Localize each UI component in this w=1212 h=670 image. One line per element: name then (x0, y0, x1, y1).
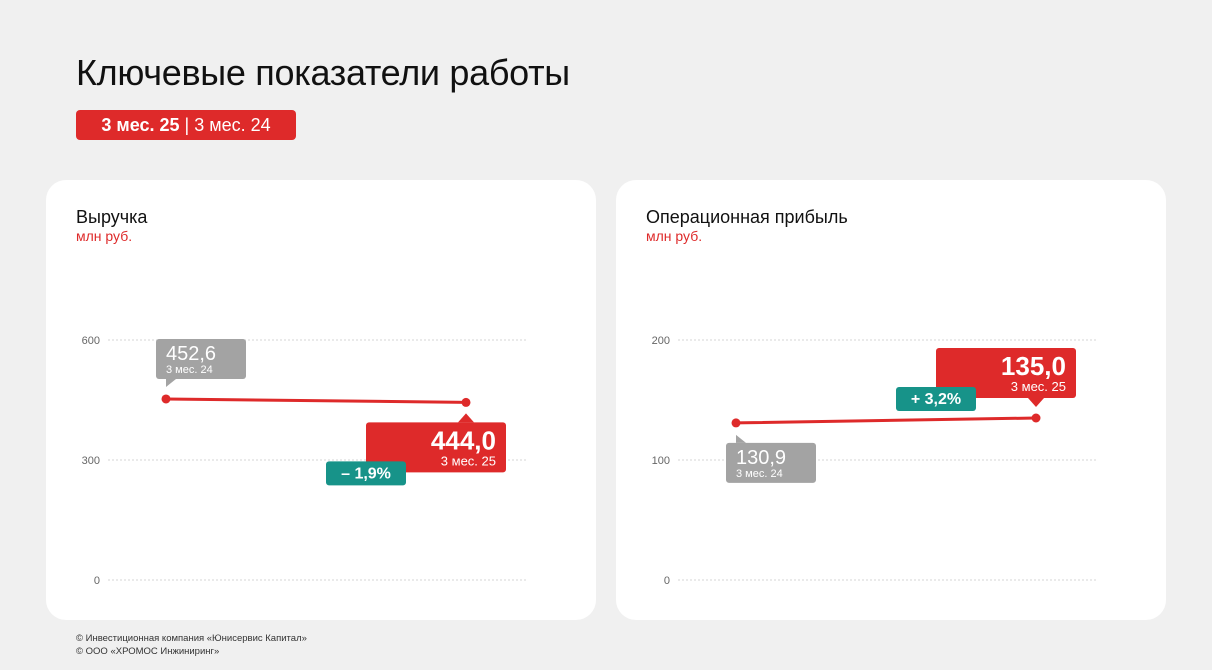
y-tick-label: 0 (664, 575, 670, 587)
callout-current: 444,03 мес. 25 (366, 413, 506, 473)
data-point (461, 397, 471, 407)
callout-pointer (166, 378, 176, 387)
revenue-card: Выручка млн руб. 0 300 600 452,6 3 мес. 24 44… (46, 180, 596, 620)
footer-copyright-2: © ООО «ХРОМОС Инжиниринг» (76, 646, 220, 657)
y-tick-label: 100 (652, 455, 670, 467)
data-label-period: 3 мес. 24 (736, 468, 783, 480)
data-label-period: 3 мес. 25 (441, 453, 496, 468)
data-label-value: 452,6 (166, 343, 216, 365)
data-label-period: 3 мес. 25 (1011, 379, 1066, 394)
change-label: + 3,2% (911, 391, 961, 408)
operating-profit-chart-unit: млн руб. (646, 228, 703, 244)
footer-copyright-1: © Инвестиционная компания «Юнисервис Кап… (76, 633, 307, 644)
period-toggle[interactable]: 3 мес. 25 | 3 мес. 24 (76, 110, 296, 140)
operating-profit-chart-title: Операционная прибыль (646, 207, 848, 227)
period-current-label: 3 мес. 25 (101, 114, 180, 135)
callout-pointer (458, 413, 474, 423)
series-line (734, 416, 1038, 425)
series-line (164, 397, 468, 404)
revenue-chart-unit: млн руб. (76, 228, 133, 244)
data-point (1031, 413, 1041, 423)
y-tick-label: 0 (94, 575, 100, 587)
change-badge-box (326, 461, 406, 486)
callout-previous: 452,63 мес. 24 (156, 338, 246, 387)
callout-box (156, 338, 246, 379)
callout-current: 135,03 мес. 25 (936, 348, 1076, 407)
callout-previous: 130,93 мес. 24 (726, 434, 816, 483)
operating-profit-card: Операционная прибыль млн руб. 0 100 200 130… (616, 180, 1166, 620)
period-separator: | (184, 114, 190, 135)
change-badge: + 3,2% (896, 387, 976, 411)
change-label: – 1,9% (341, 465, 391, 482)
change-badge: – 1,9% (326, 461, 406, 486)
change-badge-box (896, 387, 976, 411)
footer: © Инвестиционная компания «Юнисервис Кап… (76, 632, 307, 658)
callout-pointer (736, 434, 746, 443)
y-tick-label: 600 (82, 335, 100, 347)
data-point (161, 394, 171, 404)
y-tick-label: 200 (652, 335, 670, 347)
y-tick-label: 300 (82, 455, 100, 467)
revenue-chart-title: Выручка (76, 207, 148, 227)
page-title: Ключевые показатели работы (76, 52, 570, 93)
callout-box (366, 422, 506, 473)
period-previous-label: 3 мес. 24 (194, 114, 271, 135)
data-label-period: 3 мес. 24 (166, 364, 213, 376)
callout-box (726, 442, 816, 483)
data-label-value: 135,0 (1001, 351, 1066, 381)
callout-pointer (1028, 398, 1044, 407)
data-label-value: 444,0 (431, 425, 496, 455)
data-point (731, 418, 741, 428)
data-label-value: 130,9 (736, 447, 786, 469)
callout-box (936, 348, 1076, 398)
